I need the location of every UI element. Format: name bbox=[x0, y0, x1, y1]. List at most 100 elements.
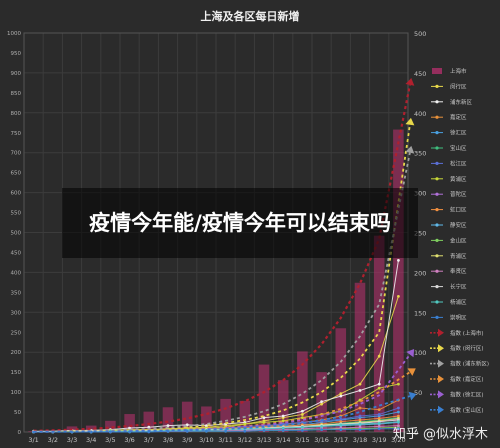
series-point bbox=[358, 406, 362, 410]
left-tick-label: 900 bbox=[11, 71, 22, 77]
bar bbox=[143, 411, 155, 432]
series-point bbox=[339, 392, 343, 396]
series-point bbox=[262, 421, 266, 424]
series-point bbox=[128, 426, 132, 430]
x-tick-label: 3/20 bbox=[391, 436, 406, 444]
series-point bbox=[109, 430, 112, 434]
legend-label: 指数 (上海市) bbox=[450, 329, 484, 337]
bar bbox=[277, 380, 289, 432]
series-point bbox=[358, 422, 362, 426]
right-tick-label: 0 bbox=[414, 429, 418, 437]
series-point bbox=[377, 417, 381, 420]
title-banner: 疫情今年能/疫情今年可以结束吗 bbox=[62, 188, 418, 258]
legend-label: 嘉定区 bbox=[450, 113, 467, 121]
trend-arrow bbox=[406, 349, 415, 358]
series-point bbox=[397, 420, 400, 424]
series-point bbox=[339, 420, 343, 424]
legend-label: 金山区 bbox=[450, 236, 467, 244]
series-point bbox=[397, 424, 400, 428]
trend-arrow bbox=[407, 368, 416, 376]
legend-swatch bbox=[438, 375, 444, 383]
series-point bbox=[358, 428, 362, 432]
x-tick-label: 3/17 bbox=[333, 436, 348, 444]
x-tick-label: 3/19 bbox=[372, 436, 387, 444]
legend-label: 杨浦区 bbox=[450, 298, 467, 306]
legend-swatch bbox=[435, 177, 439, 181]
trend-arrow bbox=[408, 391, 417, 401]
left-tick-label: 1000 bbox=[7, 31, 21, 37]
legend-swatch bbox=[435, 131, 439, 135]
watermark-text: 知乎 @似水浮木 bbox=[392, 427, 488, 442]
left-tick-label: 950 bbox=[11, 51, 22, 57]
legend-label: 上海市 bbox=[450, 67, 467, 75]
series-point bbox=[377, 413, 381, 416]
chart-title: 上海及各区每日新增 bbox=[201, 9, 300, 23]
left-tick-label: 150 bbox=[11, 370, 22, 376]
x-tick-label: 3/8 bbox=[163, 436, 173, 444]
x-tick-label: 3/15 bbox=[295, 436, 310, 444]
series-point bbox=[301, 429, 304, 432]
x-tick-label: 3/1 bbox=[28, 436, 38, 444]
left-tick-label: 650 bbox=[11, 171, 22, 177]
series-point bbox=[281, 414, 285, 418]
series-point bbox=[377, 386, 381, 390]
left-tick-label: 450 bbox=[11, 250, 22, 256]
legend-label: 虹口区 bbox=[450, 206, 467, 214]
right-tick-label: 50 bbox=[414, 389, 422, 397]
legend-label: 静安区 bbox=[450, 221, 467, 229]
series-point bbox=[377, 421, 381, 425]
trend-arrow bbox=[405, 145, 415, 154]
left-tick-label: 800 bbox=[11, 111, 22, 117]
series-point bbox=[166, 424, 170, 428]
series-point bbox=[185, 423, 189, 427]
bar bbox=[354, 282, 366, 432]
legend-swatch bbox=[438, 344, 444, 353]
series-point bbox=[377, 425, 381, 428]
series-point bbox=[397, 406, 400, 410]
trend-arrow bbox=[405, 117, 415, 126]
x-tick-label: 3/11 bbox=[218, 436, 233, 444]
legend-swatch bbox=[438, 390, 444, 399]
legend-swatch bbox=[435, 100, 439, 104]
legend-swatch bbox=[435, 84, 439, 88]
right-tick-label: 400 bbox=[414, 110, 426, 118]
legend-swatch bbox=[432, 68, 442, 74]
legend-swatch bbox=[435, 285, 439, 289]
legend-label: 指数 (宝山区) bbox=[450, 406, 484, 414]
series-point bbox=[377, 382, 381, 386]
x-tick-label: 3/10 bbox=[199, 436, 214, 444]
series-point bbox=[301, 421, 304, 424]
x-tick-label: 3/16 bbox=[314, 436, 329, 444]
legend-swatch bbox=[435, 192, 439, 196]
series-point bbox=[358, 414, 362, 418]
series-point bbox=[358, 418, 362, 422]
legend-label: 指数 (浦东新区) bbox=[450, 360, 489, 368]
series-point bbox=[262, 429, 266, 432]
legend-label: 崇明区 bbox=[450, 314, 467, 321]
left-tick-label: 300 bbox=[11, 310, 22, 316]
series-point bbox=[281, 419, 285, 423]
legend-label: 指数 (嘉定区) bbox=[450, 375, 484, 383]
legend-swatch bbox=[438, 359, 444, 368]
series-point bbox=[281, 429, 285, 432]
series-point bbox=[205, 424, 208, 428]
legend-swatch bbox=[435, 208, 439, 212]
bar bbox=[85, 425, 97, 432]
right-tick-label: 500 bbox=[414, 30, 426, 38]
x-tick-label: 3/3 bbox=[67, 436, 77, 444]
legend-swatch bbox=[435, 269, 439, 273]
series-point bbox=[205, 429, 208, 433]
legend-swatch bbox=[435, 300, 439, 304]
right-tick-label: 200 bbox=[414, 269, 426, 277]
x-tick-label: 3/4 bbox=[86, 436, 96, 444]
x-tick-label: 3/2 bbox=[48, 436, 58, 444]
bar bbox=[373, 235, 385, 432]
x-tick-label: 3/12 bbox=[237, 436, 252, 444]
series-point bbox=[358, 382, 362, 386]
series-point bbox=[397, 294, 400, 298]
x-tick-label: 3/7 bbox=[144, 436, 154, 444]
right-tick-label: 150 bbox=[414, 309, 426, 317]
series-point bbox=[301, 413, 304, 416]
legend-swatch bbox=[438, 328, 444, 337]
trend-arrow bbox=[405, 78, 415, 86]
